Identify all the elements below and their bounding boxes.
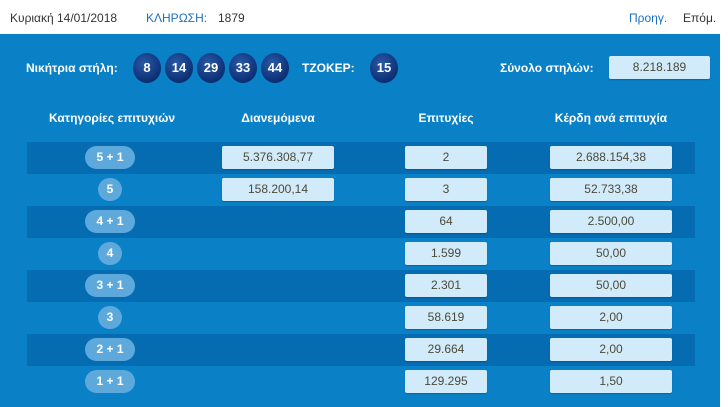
prize-value: 2,00 xyxy=(550,306,672,329)
category-pill: 2 + 1 xyxy=(85,338,135,361)
draw-label: ΚΛΗΡΩΣΗ: xyxy=(146,11,208,25)
prize-value: 50,00 xyxy=(550,242,672,265)
draw-date: Κυριακή 14/01/2018 xyxy=(10,11,118,25)
winning-number-ball: 44 xyxy=(261,53,289,83)
table-row: 5 + 1 5.376.308,77 2 2.688.154,38 xyxy=(27,142,695,174)
winners-value: 64 xyxy=(405,210,487,233)
category-pill: 4 xyxy=(98,242,122,265)
category-pill: 1 + 1 xyxy=(85,370,135,393)
table-row: 5 158.200,14 3 52.733,38 xyxy=(27,174,695,206)
winners-value: 2 xyxy=(405,146,487,169)
table-row: 2 + 1 29.664 2,00 xyxy=(27,334,695,366)
header-winners: Επιτυχίες xyxy=(418,111,474,125)
distributed-value: 5.376.308,77 xyxy=(222,146,334,169)
winners-value: 58.619 xyxy=(405,306,487,329)
total-columns-value: 8.218.189 xyxy=(609,56,710,79)
draw-number: 1879 xyxy=(218,11,245,25)
category-pill: 3 xyxy=(98,306,122,329)
distributed-value: 158.200,14 xyxy=(222,178,334,201)
joker-label: ΤΖΟΚΕΡ: xyxy=(302,61,355,75)
winners-value: 1.599 xyxy=(405,242,487,265)
winning-column-label: Νικήτρια στήλη: xyxy=(26,61,118,75)
category-pill: 5 + 1 xyxy=(85,146,135,169)
winners-value: 129.295 xyxy=(405,370,487,393)
header-prize-per-winner: Κέρδη ανά επιτυχία xyxy=(554,111,668,125)
winners-value: 2.301 xyxy=(405,274,487,297)
table-row: 4 + 1 64 2.500,00 xyxy=(27,206,695,238)
prize-value: 2,00 xyxy=(550,338,672,361)
header-distributed: Διανεμόμενα xyxy=(241,111,315,125)
prize-value: 2.688.154,38 xyxy=(550,146,672,169)
prize-value: 1,50 xyxy=(550,370,672,393)
table-row: 3 + 1 2.301 50,00 xyxy=(27,270,695,302)
table-row: 4 1.599 50,00 xyxy=(27,238,695,270)
table-row: 3 58.619 2,00 xyxy=(27,302,695,334)
winning-number-ball: 33 xyxy=(229,53,257,83)
total-columns-label: Σύνολο στηλών: xyxy=(500,61,594,75)
winners-value: 3 xyxy=(405,178,487,201)
draw-header: Κυριακή 14/01/2018 ΚΛΗΡΩΣΗ: 1879 Προηγ. … xyxy=(0,0,728,34)
header-categories: Κατηγορίες επιτυχιών xyxy=(48,111,176,125)
prize-value: 2.500,00 xyxy=(550,210,672,233)
winning-number-ball: 8 xyxy=(133,53,161,83)
prev-draw-link[interactable]: Προηγ. xyxy=(629,11,668,25)
joker-ball: 15 xyxy=(370,53,398,83)
prize-value: 52.733,38 xyxy=(550,178,672,201)
category-pill: 5 xyxy=(98,178,122,201)
table-row: 1 + 1 129.295 1,50 xyxy=(27,366,695,398)
category-pill: 4 + 1 xyxy=(85,210,135,233)
category-pill: 3 + 1 xyxy=(85,274,135,297)
next-draw-link[interactable]: Επόμ. xyxy=(683,11,717,25)
prize-value: 50,00 xyxy=(550,274,672,297)
winning-number-ball: 29 xyxy=(197,53,225,83)
winning-number-ball: 14 xyxy=(165,53,193,83)
winners-value: 29.664 xyxy=(405,338,487,361)
